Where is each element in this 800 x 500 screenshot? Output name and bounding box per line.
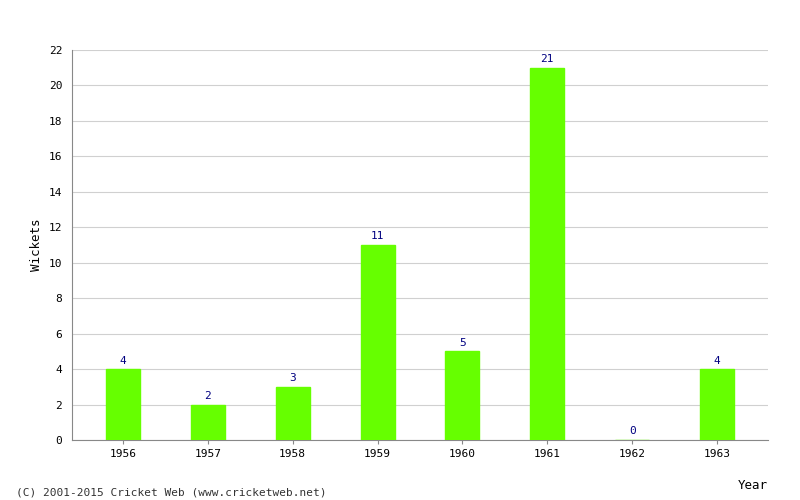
Text: 4: 4 — [119, 356, 126, 366]
Text: Year: Year — [738, 479, 768, 492]
Bar — [446, 352, 479, 440]
Text: 0: 0 — [629, 426, 635, 436]
Bar — [361, 245, 394, 440]
Bar — [700, 369, 734, 440]
Text: 4: 4 — [714, 356, 721, 366]
Text: 5: 5 — [459, 338, 466, 348]
Text: 11: 11 — [371, 232, 384, 241]
Bar — [191, 404, 225, 440]
Text: 3: 3 — [290, 374, 296, 384]
Bar — [276, 387, 310, 440]
Bar — [530, 68, 564, 440]
Y-axis label: Wickets: Wickets — [30, 219, 43, 271]
Text: 2: 2 — [205, 391, 211, 401]
Bar — [106, 369, 140, 440]
Text: 21: 21 — [541, 54, 554, 64]
Text: (C) 2001-2015 Cricket Web (www.cricketweb.net): (C) 2001-2015 Cricket Web (www.cricketwe… — [16, 488, 326, 498]
